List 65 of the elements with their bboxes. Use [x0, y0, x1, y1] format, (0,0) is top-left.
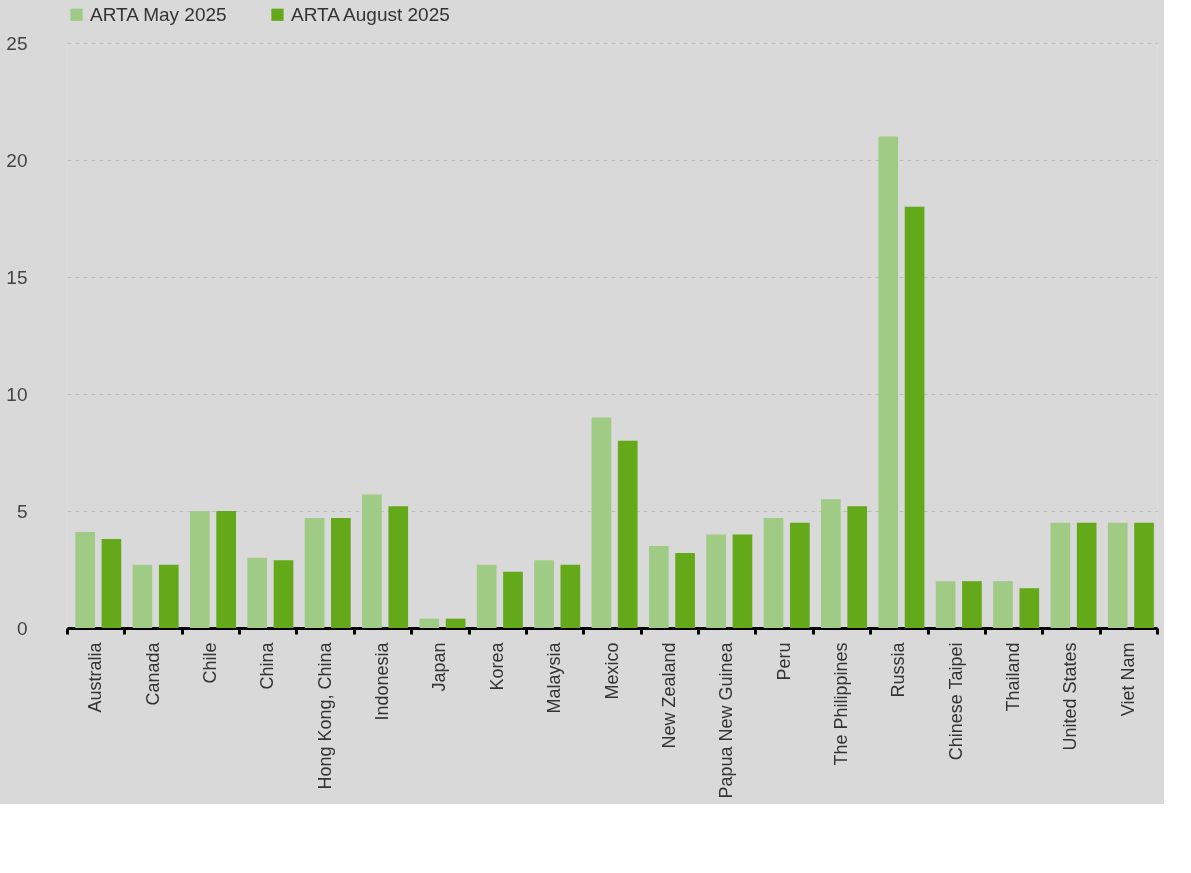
- x-tick-label: United States: [1060, 642, 1081, 751]
- x-tick-label: Chile: [199, 642, 220, 684]
- bar: [675, 553, 695, 628]
- y-tick-label: 10: [6, 383, 28, 405]
- x-tick-label: Mexico: [601, 642, 622, 700]
- x-tick-label: Malaysia: [544, 641, 565, 714]
- x-tick-label: Indonesia: [372, 641, 393, 721]
- bar: [534, 560, 554, 628]
- x-tick-label: Korea: [486, 641, 507, 691]
- y-tick-label: 0: [16, 617, 28, 639]
- bar: [706, 534, 726, 628]
- x-tick-label: Viet Nam: [1117, 642, 1138, 717]
- x-tick-label: Hong Kong, China: [314, 641, 335, 790]
- bar: [362, 494, 382, 628]
- x-tick-label: The Philippines: [830, 642, 851, 766]
- bar: [904, 206, 925, 628]
- bar: [503, 571, 523, 628]
- bar: [847, 506, 868, 628]
- y-tick-label: 5: [16, 500, 28, 522]
- bar: [1050, 522, 1071, 628]
- bar: [648, 546, 669, 628]
- x-tick-label: Papua New Guinea: [716, 641, 737, 799]
- x-tick-label: China: [257, 641, 278, 690]
- bar: [388, 506, 409, 628]
- bar: [304, 518, 325, 628]
- legend-label: ARTA August 2025: [291, 3, 450, 25]
- bar: [476, 564, 497, 628]
- bar: [617, 440, 638, 628]
- x-tick-label: Japan: [429, 642, 450, 692]
- bar: [1019, 588, 1040, 628]
- x-tick-label: Russia: [888, 641, 909, 698]
- bar: [935, 581, 956, 628]
- bar: [1107, 522, 1128, 628]
- legend-label: ARTA May 2025: [90, 3, 227, 25]
- bar: [331, 518, 351, 628]
- y-tick-label: 15: [6, 266, 28, 288]
- bar: [560, 564, 581, 628]
- x-tick-label: Australia: [85, 641, 106, 713]
- bar: [789, 522, 810, 628]
- x-tick-label: Peru: [773, 642, 794, 681]
- y-tick-label: 20: [6, 149, 28, 171]
- bar: [445, 618, 466, 628]
- bar: [878, 136, 899, 628]
- y-tick-label: 25: [6, 32, 28, 54]
- bar: [216, 511, 236, 628]
- bar: [158, 564, 179, 628]
- bar: [189, 511, 210, 628]
- x-tick-label: Thailand: [1003, 642, 1024, 712]
- bar: [591, 417, 612, 628]
- bar: [132, 564, 153, 628]
- bar: [101, 539, 122, 628]
- bar: [732, 534, 753, 628]
- bar: [962, 581, 982, 628]
- bar: [1076, 522, 1097, 628]
- bar: [247, 557, 268, 628]
- bar: [419, 618, 440, 628]
- bar: [763, 518, 784, 628]
- bar: [75, 532, 95, 628]
- x-tick-label: Canada: [142, 641, 163, 706]
- bar: [1134, 522, 1154, 628]
- x-tick-label: New Zealand: [658, 642, 679, 749]
- x-tick-label: Chinese Taipei: [945, 642, 966, 761]
- bar: [821, 499, 841, 628]
- bar: [273, 560, 294, 628]
- bar: [993, 581, 1013, 628]
